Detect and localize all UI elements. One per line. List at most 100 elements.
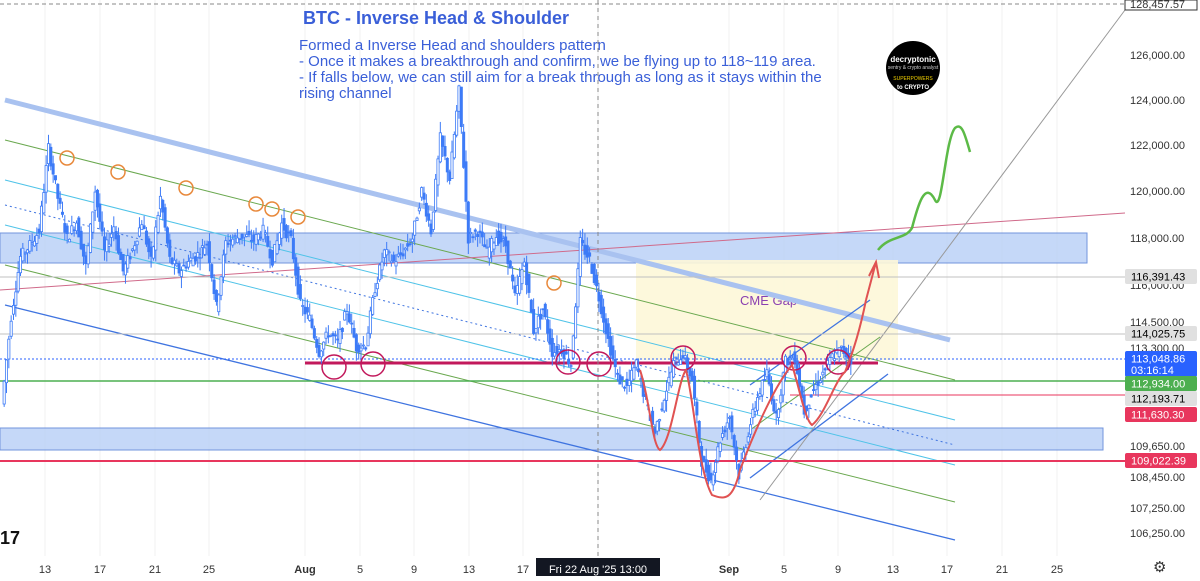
date-cursor-tag	[536, 558, 660, 576]
candle-body	[487, 246, 491, 259]
candle-body	[520, 269, 524, 285]
top-price-tag-frame	[1124, 0, 1198, 11]
candle-body	[217, 294, 221, 313]
x-tick-label: 5	[781, 564, 787, 576]
y-tick-label: 109,650.00	[1130, 441, 1185, 453]
candle-body	[151, 246, 155, 259]
candle-body	[364, 347, 368, 350]
candle-body	[760, 380, 764, 396]
candle-body	[326, 335, 330, 338]
candle-body	[270, 249, 274, 266]
candle-body	[578, 237, 582, 277]
candle-body	[392, 254, 396, 262]
candle-body	[23, 252, 27, 255]
candle-body	[4, 359, 8, 384]
candle-body	[441, 135, 445, 147]
orange-marker	[546, 275, 562, 291]
candle-body	[504, 236, 508, 247]
candle-body	[191, 257, 195, 267]
candle-body	[53, 175, 57, 181]
orange-marker	[59, 150, 75, 166]
candle-body	[95, 189, 99, 208]
candle-body	[324, 331, 328, 339]
orange-marker	[248, 196, 264, 212]
candle-body	[11, 305, 15, 315]
cme-gap-zone	[636, 260, 898, 360]
settings-gear-icon[interactable]: ⚙	[1153, 559, 1167, 576]
orange-marker	[290, 209, 306, 225]
candle-body	[828, 357, 832, 365]
candle-body	[408, 243, 412, 246]
candle-body	[315, 338, 319, 348]
candle-body	[88, 223, 92, 253]
candle-body	[716, 446, 720, 461]
y-tick-label: 107,250.00	[1130, 503, 1185, 515]
pink-marker	[586, 351, 612, 377]
candle-body	[126, 255, 130, 269]
candle-body	[18, 255, 22, 274]
candle-body	[632, 367, 636, 380]
candle-body	[137, 227, 141, 237]
candle-body	[373, 292, 377, 297]
candle-body	[322, 341, 326, 350]
candle-body	[714, 461, 718, 473]
candle-body	[91, 211, 95, 233]
candle-body	[618, 374, 622, 385]
x-tick-label: 17	[94, 564, 106, 576]
candle-body	[84, 255, 88, 265]
pink-marker	[670, 345, 696, 371]
candle-body	[282, 218, 286, 231]
candle-body	[443, 146, 447, 157]
candle-body	[515, 285, 519, 294]
y-tick-label: 124,000.00	[1130, 95, 1185, 107]
candle-body	[338, 329, 342, 344]
candle-body	[623, 386, 627, 389]
candle-body	[819, 380, 823, 384]
candle-body	[807, 404, 811, 409]
candle-body	[175, 263, 179, 267]
candle-body	[65, 225, 69, 235]
candle-body	[375, 283, 379, 290]
candle-body	[98, 203, 102, 222]
candle-body	[93, 191, 97, 211]
candle-body	[359, 347, 363, 352]
candle-body	[112, 226, 116, 234]
candle-body	[109, 233, 113, 238]
x-tick-label: 13	[39, 564, 51, 576]
candle-body	[527, 273, 531, 293]
price-tag-label: 114,025.75	[1131, 329, 1185, 341]
candle-body	[581, 239, 585, 244]
tradingview-logo-icon[interactable]: 17	[0, 528, 21, 548]
candle-body	[812, 389, 816, 391]
candle-body	[795, 360, 799, 374]
candle-body	[480, 231, 484, 238]
channel-bottom-line	[4, 304, 956, 541]
candle-body	[149, 246, 153, 257]
candle-body	[177, 263, 181, 274]
candle-body	[681, 355, 685, 359]
candle-body	[205, 243, 209, 246]
candle-body	[548, 328, 552, 345]
candle-body	[445, 157, 449, 173]
candle-body	[413, 220, 417, 236]
candle-body	[394, 261, 398, 267]
candle-body	[77, 217, 81, 238]
candle-body	[25, 249, 29, 254]
candle-body	[840, 345, 844, 348]
price-axis: 126,000.00 124,000.00 122,000.00 120,000.00…	[1124, 0, 1200, 576]
candle-body	[79, 230, 83, 250]
candle-body	[674, 356, 678, 359]
candle-body	[74, 222, 78, 232]
candle-body	[683, 355, 687, 359]
orange-markers	[59, 150, 562, 291]
candle-body	[44, 165, 48, 193]
candle-body	[513, 285, 517, 294]
candle-body	[814, 384, 818, 391]
candle-body	[658, 419, 662, 422]
candle-body	[546, 319, 550, 334]
x-tick-label: 25	[203, 564, 215, 576]
rising-channel-mid	[749, 336, 881, 431]
price-tag-label: 111,630.30	[1131, 410, 1184, 422]
candle-body	[212, 279, 216, 295]
candle-body	[144, 230, 148, 245]
